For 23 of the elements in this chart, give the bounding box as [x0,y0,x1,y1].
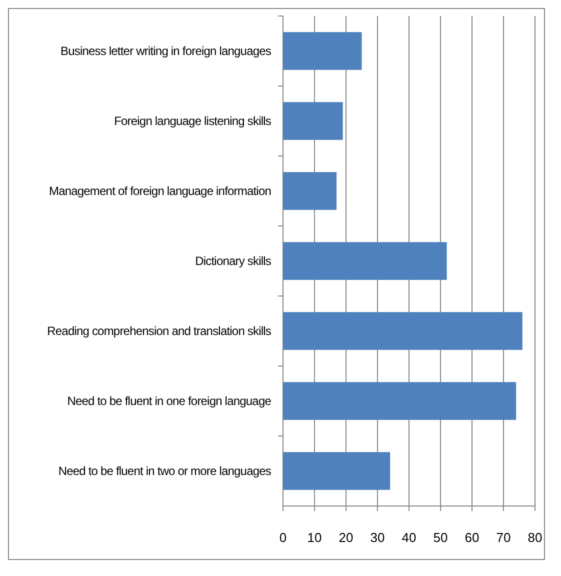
y-tick-label: Reading comprehension and translation skills [47,324,272,338]
x-tick-label: 70 [496,530,511,545]
bar [283,32,362,70]
x-tick-label: 0 [279,530,287,545]
x-tick-label: 60 [464,530,480,545]
y-tick-label: Need to be fluent in one foreign language [67,394,272,408]
bar [283,452,390,490]
y-tick-label: Management of foreign language information [48,184,271,198]
y-tick-label: Foreign language listening skills [114,114,272,128]
bar [283,172,337,210]
bar [283,242,447,280]
x-tick-label: 10 [307,530,322,545]
x-tick-label: 40 [402,530,416,545]
x-tick-label: 20 [338,530,354,545]
x-tick-label: 50 [433,530,448,545]
y-tick-label: Need to be fluent in two or more languages [58,464,272,478]
y-tick-label: Dictionary skills [195,254,272,268]
bar [283,382,516,420]
bar [283,102,343,140]
y-tick-label: Business letter writing in foreign languages [60,44,272,58]
x-tick-label: 80 [528,530,542,545]
x-tick-label: 30 [370,530,385,545]
bar [283,312,522,350]
